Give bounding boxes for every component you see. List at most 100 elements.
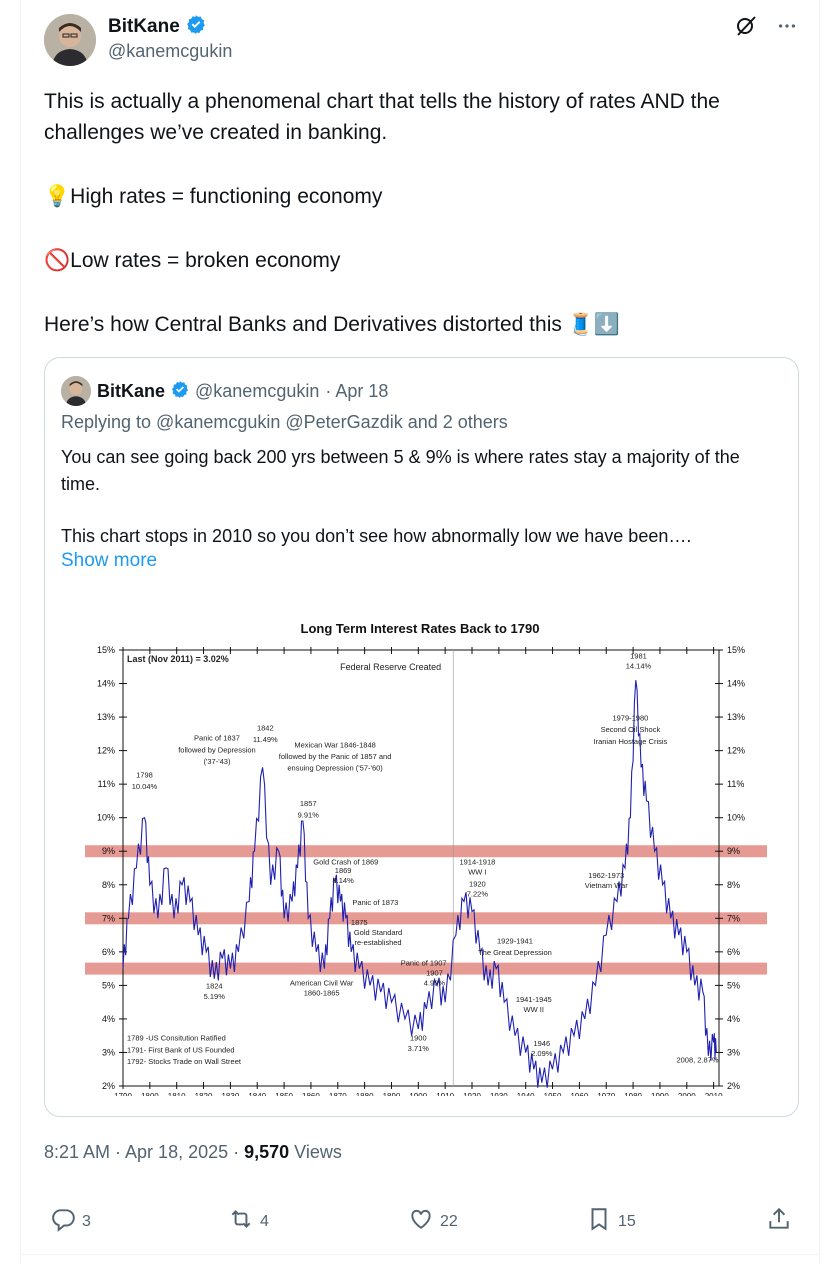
grok-icon[interactable] — [734, 14, 758, 43]
x-tick-label: 1870 — [329, 1092, 347, 1096]
x-tick-label: 1790 — [114, 1092, 132, 1096]
y-tick-label-right: 6% — [727, 947, 740, 957]
chart-annotation-panic1873: Panic of 1873 — [352, 898, 398, 907]
y-tick-label-left: 2% — [102, 1081, 115, 1091]
chart-annotation-n1789: 1789 -US Consitution Ratified — [127, 1034, 226, 1043]
chart-annotation-a1981: 1981 — [630, 651, 647, 660]
quote-avatar[interactable] — [61, 376, 91, 406]
chart-annotation-a1869: 1869 — [335, 866, 352, 875]
post-frame — [20, 0, 820, 1264]
y-tick-label-right: 4% — [727, 1014, 740, 1024]
chart-annotation-a1920: 1920 — [469, 879, 486, 888]
post-time[interactable]: 8:21 AM · Apr 18, 2025 · — [44, 1142, 245, 1162]
y-tick-label-left: 15% — [97, 645, 115, 655]
quote-date: · Apr 18 — [325, 380, 389, 401]
y-tick-label-right: 15% — [727, 645, 745, 655]
chart-annotation-a2008: 2008, 2.87% — [676, 1056, 718, 1065]
reply-count: 3 — [82, 1212, 91, 1230]
x-tick-label: 1970 — [597, 1092, 615, 1096]
y-tick-label-right: 7% — [727, 913, 740, 923]
y-tick-label-right: 12% — [727, 746, 745, 756]
verified-badge-icon — [171, 380, 189, 403]
chart-annotation-n1791: 1791- First Bank of US Founded — [127, 1045, 235, 1054]
y-tick-label-left: 6% — [102, 947, 115, 957]
repost-button[interactable]: 4 — [228, 1206, 269, 1237]
chart-annotation-mex3: ensuing Depression ('57-'60) — [287, 764, 383, 773]
y-tick-label-left: 11% — [98, 779, 115, 789]
x-tick-label: 1980 — [624, 1092, 642, 1096]
y-tick-label-left: 8% — [102, 880, 115, 890]
chart-annotation-panic1907: Panic of 1907 — [401, 958, 447, 967]
y-tick-label-left: 5% — [102, 980, 115, 990]
quote-line: This chart stops in 2010 so you don’t se… — [61, 526, 692, 546]
x-tick-label: 1800 — [141, 1092, 159, 1096]
chart-annotation-last: Last (Nov 2011) = 3.02% — [127, 654, 229, 664]
quote-reply-context: Replying to @kanemcgukin @PeterGazdik an… — [61, 412, 508, 432]
chart-annotation-dep2: The Great Depression — [478, 948, 552, 957]
chart-annotation-ww1a: 1914-1918 — [459, 858, 495, 867]
like-button[interactable]: 22 — [408, 1206, 458, 1237]
bookmark-count: 15 — [618, 1212, 636, 1230]
post-text: This is actually a phenomenal chart that… — [44, 86, 814, 340]
quote-line: You can see going back 200 yrs between 5… — [61, 447, 740, 494]
quote-author-handle[interactable]: @kanemcgukin — [195, 380, 320, 401]
rate-band — [85, 845, 767, 858]
bottom-divider — [20, 1254, 820, 1255]
chart-annotation-ww1b: WW I — [468, 868, 486, 877]
chart-annotation-a1920v: 7.22% — [467, 890, 489, 899]
chart-annotation-fed: Federal Reserve Created — [340, 662, 441, 672]
repost-count: 4 — [260, 1212, 269, 1230]
chart-annotation-civil2: 1860-1865 — [304, 988, 340, 997]
reply-button[interactable]: 3 — [50, 1206, 91, 1237]
post-line: This is actually a phenomenal chart that… — [44, 90, 720, 144]
y-tick-label-left: 7% — [102, 913, 115, 923]
chart-annotation-a1907: 1907 — [426, 968, 443, 977]
action-bar: 3 4 22 15 — [50, 1206, 802, 1240]
chart-annotation-a1907v: 4.99% — [424, 978, 446, 987]
x-tick-label: 1960 — [570, 1092, 588, 1096]
chart-annotation-mex2: followed by the Panic of 1857 and — [279, 752, 392, 761]
x-tick-label: 1940 — [517, 1092, 535, 1096]
y-tick-label-left: 4% — [102, 1014, 115, 1024]
x-tick-label: 1950 — [544, 1092, 562, 1096]
x-tick-label: 1990 — [651, 1092, 669, 1096]
chart-annotation-a1824v: 5.19% — [204, 992, 226, 1001]
post-line: Here’s how Central Banks and Derivatives… — [44, 313, 620, 336]
y-tick-label-left: 3% — [102, 1047, 115, 1057]
chart-annotation-gold_std2: re-established — [354, 938, 401, 947]
author-name-row[interactable]: BitKane — [108, 14, 206, 39]
bookmark-button[interactable]: 15 — [586, 1206, 636, 1237]
chart-annotation-panic1837c: ('37-'43) — [203, 757, 231, 766]
author-handle[interactable]: @kanemcgukin — [108, 41, 233, 61]
chart-annotation-panic1837a: Panic of 1837 — [194, 734, 240, 743]
x-tick-label: 1930 — [490, 1092, 508, 1096]
post-line: 🚫Low rates = broken economy — [44, 249, 341, 272]
author-name[interactable]: BitKane — [108, 15, 180, 37]
more-options-icon[interactable] — [776, 15, 798, 42]
quoted-post[interactable]: BitKane @kanemcgukin · Apr 18 Replying t… — [44, 357, 799, 1117]
chart-annotation-a1857v: 9.91% — [298, 811, 320, 820]
chart-annotation-oil2: Second Oil Shock — [601, 725, 661, 734]
chart-annotation-oil3: Iranian Hostage Crisis — [594, 737, 668, 746]
chart-annotation-a1946: 1946 — [533, 1039, 550, 1048]
chart-annotation-gold1869: Gold Crash of 1869 — [313, 858, 378, 867]
y-tick-label-left: 14% — [97, 679, 115, 689]
x-tick-label: 2010 — [705, 1092, 723, 1096]
verified-badge-icon — [186, 14, 206, 39]
y-tick-label-left: 10% — [97, 813, 115, 823]
repost-icon — [228, 1206, 254, 1237]
rate-band — [85, 912, 767, 925]
show-more-link[interactable]: Show more — [61, 550, 158, 571]
chart-annotation-a1798v: 10.04% — [132, 782, 158, 791]
x-tick-label: 1850 — [275, 1092, 293, 1096]
share-icon — [766, 1206, 792, 1237]
y-tick-label-right: 14% — [727, 679, 745, 689]
interest-rate-chart[interactable]: Long Term Interest Rates Back to 1790 2%… — [85, 616, 767, 1096]
quote-author-name[interactable]: BitKane — [97, 380, 166, 401]
author-avatar[interactable] — [44, 14, 96, 66]
y-tick-label-right: 5% — [727, 980, 740, 990]
chart-annotation-a1900v: 3.71% — [408, 1044, 430, 1053]
share-button[interactable] — [766, 1206, 792, 1237]
y-tick-label-right: 13% — [727, 712, 745, 722]
chart-annotation-a1981v: 14.14% — [626, 661, 652, 670]
